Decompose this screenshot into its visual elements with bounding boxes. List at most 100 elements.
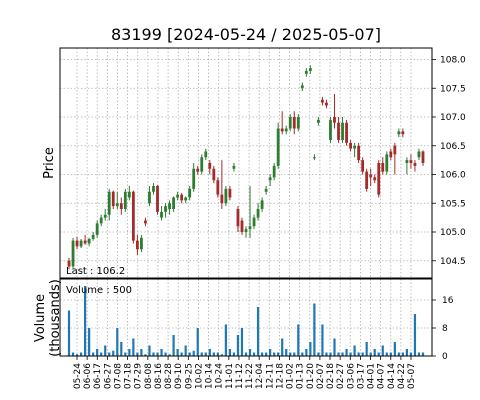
volume-bar <box>67 310 71 356</box>
volume-bar <box>329 352 332 356</box>
candle <box>268 174 272 186</box>
volume-bar <box>405 349 409 356</box>
candle <box>369 168 373 186</box>
volume-bar <box>341 352 344 356</box>
candle <box>296 114 300 132</box>
volume-bar <box>260 352 264 356</box>
volume-bar <box>212 352 215 356</box>
x-tick-label: 11-22 <box>245 363 255 389</box>
candle <box>168 200 171 215</box>
candle <box>107 188 111 221</box>
volume-bar <box>269 349 272 356</box>
candle <box>188 186 192 201</box>
volume-bar <box>152 352 155 356</box>
x-axis: 05-24 06-06 06-17 06-27 07-08 07-18 07-29 08-08… <box>73 356 417 389</box>
candle <box>357 142 361 163</box>
volume-bar <box>136 352 139 356</box>
x-tick-label: 05-24 <box>73 363 83 389</box>
candle <box>140 234 143 253</box>
candle <box>99 214 103 227</box>
price-tick-label: 104.5 <box>440 257 466 267</box>
candle <box>79 238 83 249</box>
x-tick-label: 10-24 <box>215 363 225 389</box>
volume-bar <box>172 335 175 356</box>
candle <box>288 114 292 132</box>
volume-bar <box>337 352 340 356</box>
price-grid <box>60 48 432 278</box>
volume-grid <box>60 279 432 357</box>
volume-bar <box>240 328 244 356</box>
volume-bar <box>224 324 227 356</box>
volume-bar <box>385 352 388 356</box>
volume-bar <box>321 324 324 356</box>
candle <box>184 196 188 204</box>
volume-bar <box>188 352 191 356</box>
candle <box>144 217 147 227</box>
candle <box>216 177 220 198</box>
candle <box>276 122 280 169</box>
candle <box>160 206 163 221</box>
candle <box>152 183 155 195</box>
x-tick-label: 04-01 <box>367 363 377 389</box>
volume-bar <box>71 352 75 356</box>
price-tick-label: 108.0 <box>440 56 466 66</box>
candle <box>264 186 268 195</box>
x-tick-label: 02-27 <box>336 363 346 389</box>
last-price-annotation: Last : 106.2 <box>66 266 125 277</box>
candle <box>180 192 184 204</box>
volume-bar <box>216 352 219 356</box>
volume-bar <box>373 349 376 356</box>
volume-bar <box>289 352 292 356</box>
volume-bar <box>160 349 163 356</box>
candle <box>312 154 316 161</box>
candle <box>131 190 135 244</box>
candle <box>67 257 71 270</box>
volume-bar <box>309 342 312 356</box>
candle <box>200 154 204 175</box>
volume-tick-label: 0 <box>442 352 448 362</box>
x-tick-label: 04-14 <box>387 363 397 389</box>
volume-bar <box>361 352 364 356</box>
volume-bar <box>349 352 352 356</box>
x-tick-label: 03-17 <box>356 363 366 389</box>
volume-bar <box>389 352 392 356</box>
candle <box>204 148 208 161</box>
candle <box>127 186 131 201</box>
volume-bar <box>317 352 320 356</box>
volume-bar <box>196 328 199 356</box>
volume-axis-label-line: Volume <box>33 294 48 342</box>
candle <box>176 191 180 201</box>
candle <box>220 160 224 209</box>
price-axis-label: Price <box>42 147 57 179</box>
candle <box>256 203 260 221</box>
x-tick-label: 09-25 <box>184 363 194 389</box>
candle <box>252 214 256 230</box>
x-tick-label: 02-18 <box>326 363 336 389</box>
volume-bar <box>208 349 211 356</box>
volume-tick-label: 16 <box>442 296 454 306</box>
x-tick-label: 07-29 <box>134 363 144 389</box>
price-tick-label: 105.0 <box>440 228 466 238</box>
candle <box>337 117 340 143</box>
candle <box>329 117 332 143</box>
volume-bar <box>381 345 384 356</box>
candle <box>208 160 212 175</box>
volume-bar <box>112 350 115 356</box>
candle <box>148 186 151 207</box>
volume-bar <box>369 352 372 356</box>
volume-bar <box>357 352 360 356</box>
candle <box>123 188 127 212</box>
candle <box>164 203 167 218</box>
volume-tick-label: 8 <box>442 324 448 334</box>
candle <box>236 206 240 232</box>
x-tick-label: 04-07 <box>377 363 387 389</box>
x-tick-label: 01-20 <box>306 363 316 389</box>
candle <box>71 237 75 270</box>
candle <box>192 163 196 192</box>
candle <box>260 197 264 212</box>
volume-bar <box>184 345 187 356</box>
volume-annotation: Volume : 500 <box>66 285 132 296</box>
x-tick-label: 06-27 <box>103 363 113 389</box>
candle <box>389 148 393 161</box>
